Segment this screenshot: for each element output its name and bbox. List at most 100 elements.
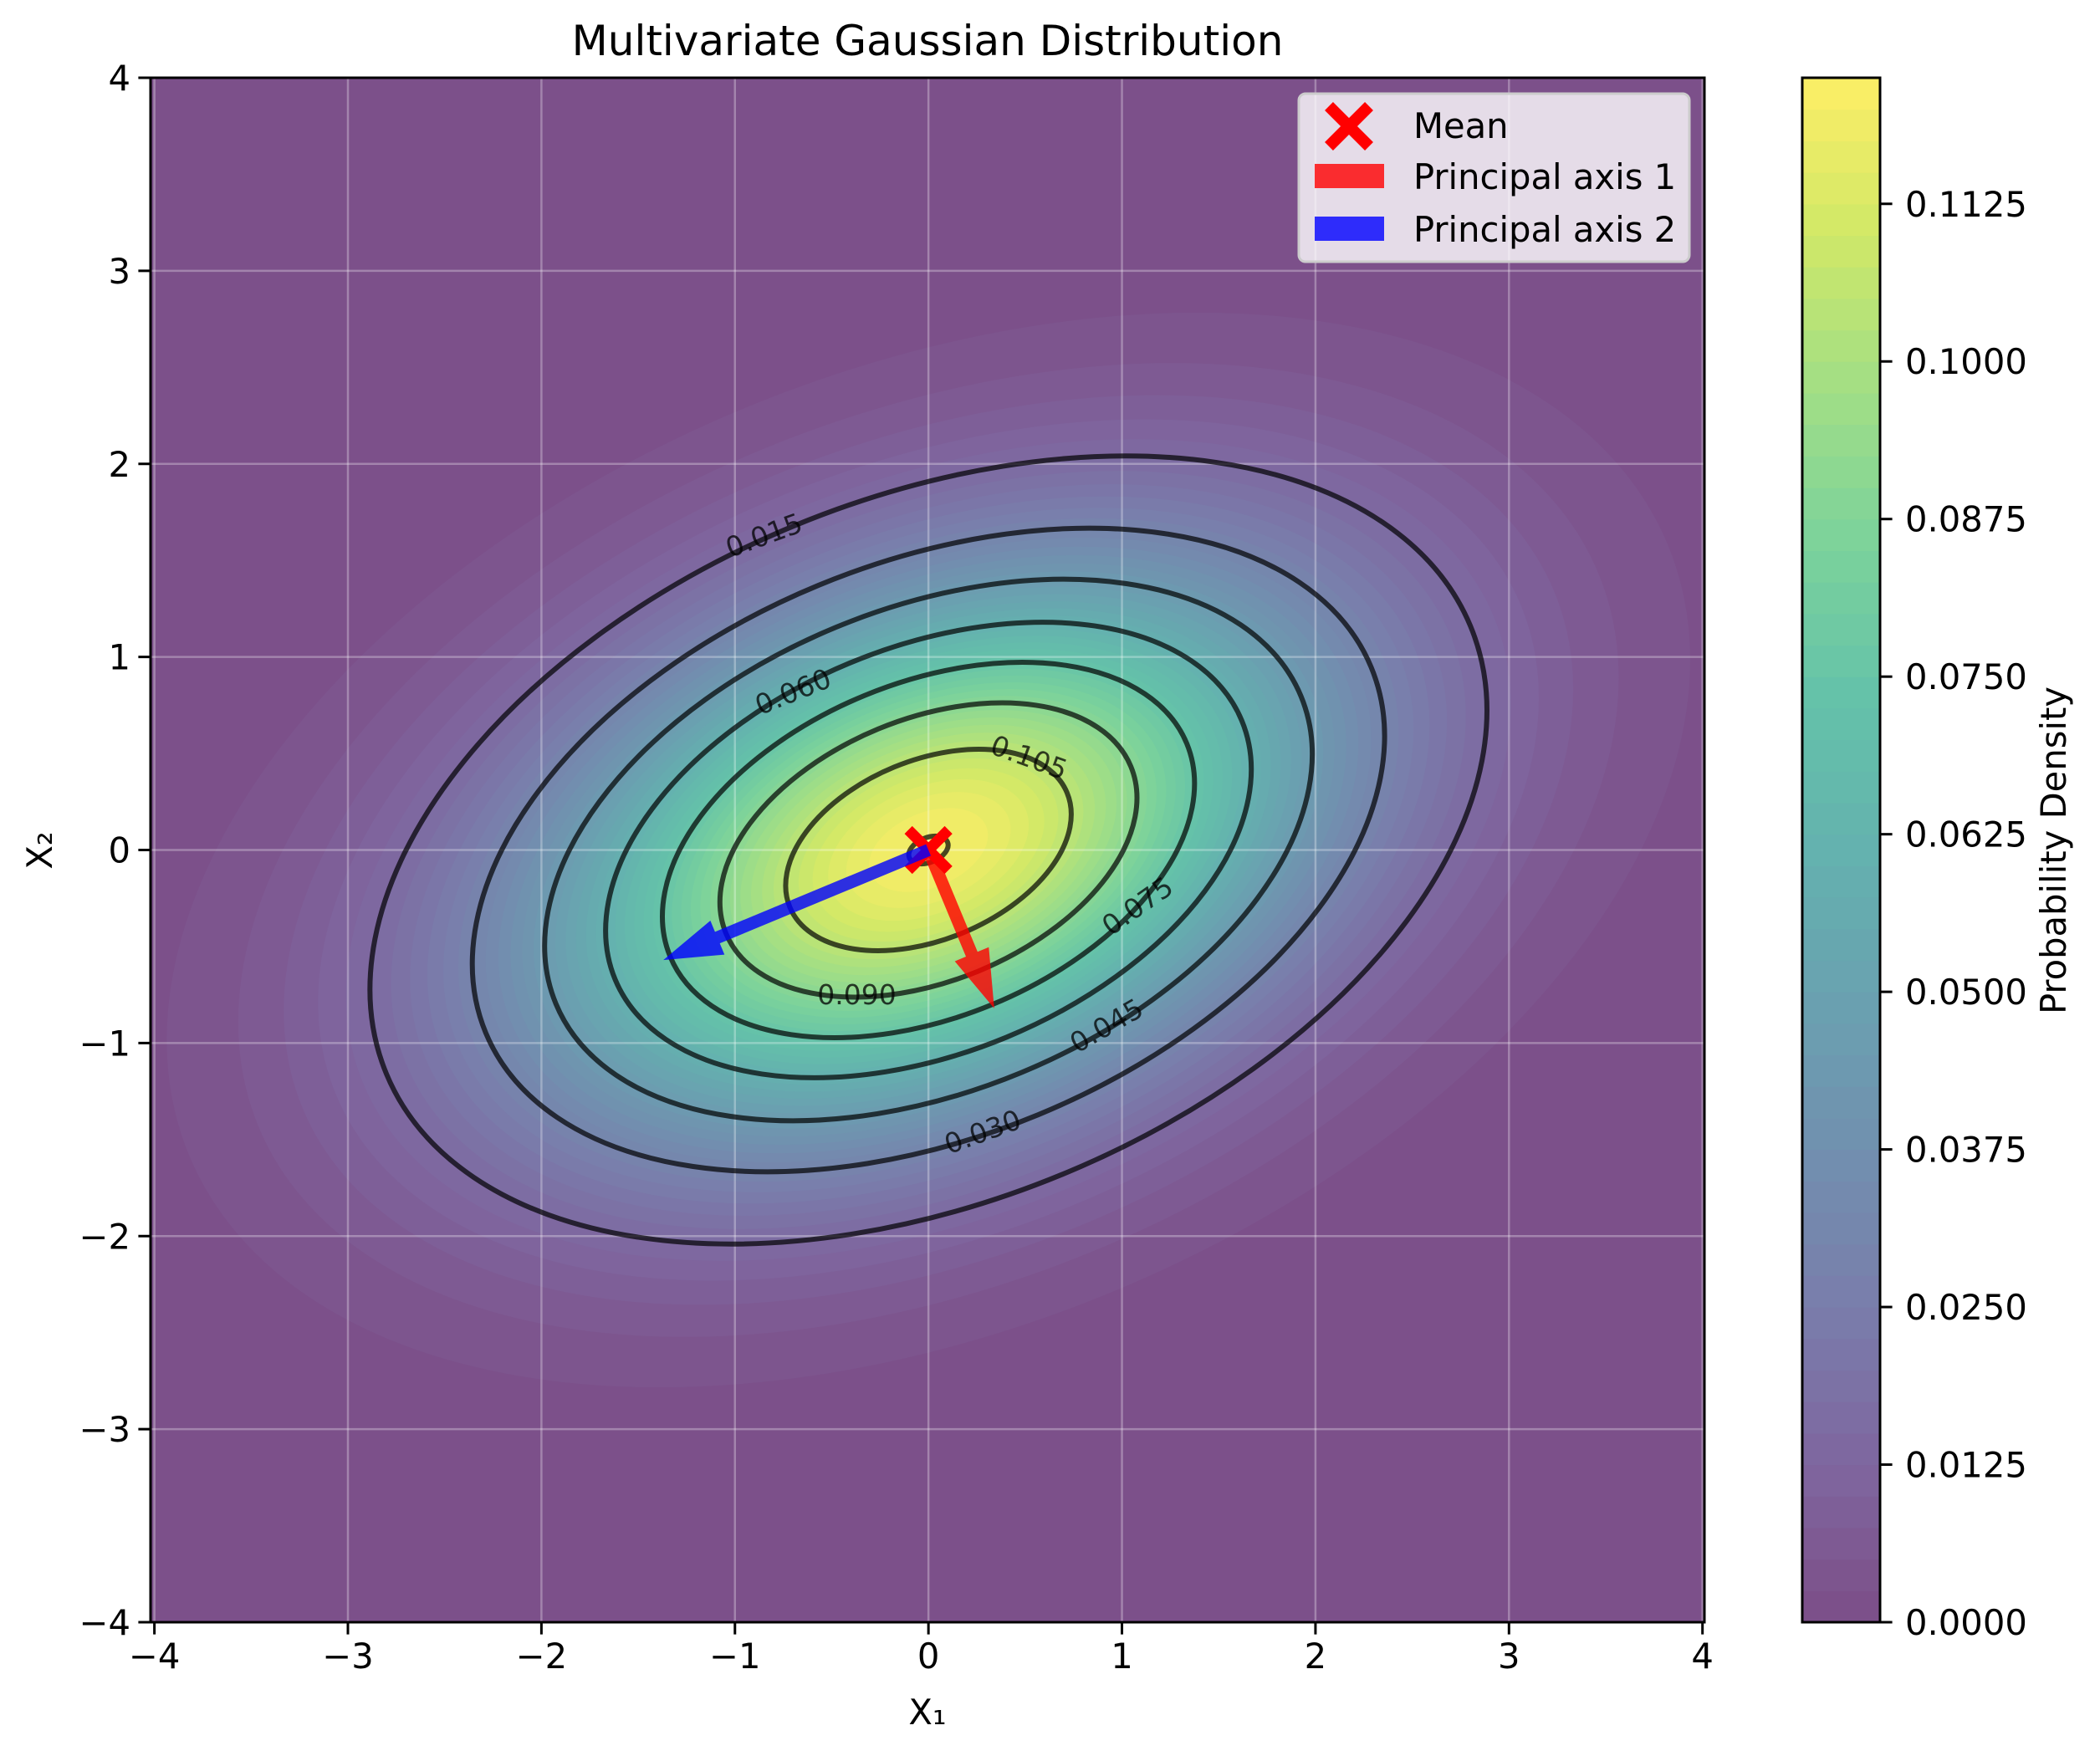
colorbar-band <box>1802 203 1880 237</box>
colorbar-band <box>1802 1338 1880 1371</box>
colorbar-band <box>1802 235 1880 268</box>
legend-label-axis-2: Principal axis 2 <box>1413 209 1676 250</box>
colorbar-band <box>1802 550 1880 583</box>
colorbar-band <box>1802 707 1880 741</box>
colorbar-band <box>1802 1370 1880 1402</box>
colorbar-band <box>1802 582 1880 615</box>
colorbar-band <box>1802 456 1880 488</box>
colorbar-tick-label: 0.0875 <box>1905 499 2027 540</box>
colorbar-band <box>1802 992 1880 1024</box>
colorbar-tick-label: 0.1125 <box>1905 184 2027 225</box>
colorbar-band <box>1802 1117 1880 1151</box>
colorbar-band <box>1802 613 1880 646</box>
contour-line <box>463 473 1393 1227</box>
colorbar-band <box>1802 1590 1880 1623</box>
colorbar-band <box>1802 1527 1880 1560</box>
y-tick-label: 4 <box>108 58 130 99</box>
x-tick-label: −2 <box>516 1636 567 1677</box>
colorbar-band <box>1802 834 1880 866</box>
colorbar-band <box>1802 518 1880 552</box>
x-tick-label: 3 <box>1498 1636 1520 1677</box>
colorbar-band <box>1802 109 1880 141</box>
colorbar-band <box>1802 1054 1880 1087</box>
colorbar-band <box>1802 267 1880 299</box>
y-tick-label: −2 <box>79 1216 130 1257</box>
y-axis-label: X₂ <box>19 831 60 869</box>
colorbar-tick-label: 0.0500 <box>1905 972 2027 1013</box>
colorbar-band <box>1802 1149 1880 1182</box>
x-tick-label: −1 <box>709 1636 760 1677</box>
colorbar-tick-label: 0.0125 <box>1905 1445 2027 1486</box>
colorbar-ticks: 0.0000 0.0125 0.0250 0.0375 0.0500 0.0625 0.07… <box>1880 184 2027 1643</box>
x-tick-label: 0 <box>917 1636 940 1677</box>
legend-patch-axis-1 <box>1315 164 1384 188</box>
contour-line <box>376 402 1480 1298</box>
contour-line <box>252 302 1605 1398</box>
colorbar-band <box>1802 1496 1880 1529</box>
y-tick-label: 0 <box>108 830 130 871</box>
colorbar-band <box>1802 676 1880 709</box>
colorbar-band <box>1802 1401 1880 1434</box>
legend-patch-axis-2 <box>1315 217 1384 241</box>
colorbar-tick-label: 0.0375 <box>1905 1130 2027 1171</box>
x-axis-label: X₁ <box>908 1692 946 1733</box>
colorbar-tick-label: 0.1000 <box>1905 341 2027 382</box>
colorbar-band <box>1802 1559 1880 1591</box>
colorbar-band <box>1802 802 1880 835</box>
x-tick-label: −3 <box>322 1636 373 1677</box>
x-axis-ticks: −4 −3 −2 −1 0 1 2 3 4 <box>129 1622 1714 1677</box>
legend-mean-x-icon <box>1325 102 1373 151</box>
principal-axis-1-arrow <box>922 847 994 1008</box>
x-tick-label: −4 <box>129 1636 180 1677</box>
colorbar-tick-label: 0.0750 <box>1905 656 2027 697</box>
legend-label-mean: Mean <box>1413 105 1509 146</box>
colorbar-label: Probability Density <box>2033 687 2074 1014</box>
colorbar-tick-label: 0.0250 <box>1905 1287 2027 1328</box>
colorbar-band <box>1802 865 1880 898</box>
colorbar-band <box>1802 1243 1880 1276</box>
colorbar-band <box>1802 928 1880 962</box>
principal-axis-2-arrow <box>663 844 932 961</box>
colorbar-band <box>1802 1307 1880 1340</box>
y-axis-ticks: −4 −3 −2 −1 0 1 2 3 4 <box>79 58 151 1643</box>
colorbar-band <box>1802 1086 1880 1119</box>
x-tick-label: 4 <box>1691 1636 1714 1677</box>
colorbar-band <box>1802 487 1880 520</box>
y-tick-label: −1 <box>79 1023 130 1064</box>
x-tick-label: 1 <box>1111 1636 1133 1677</box>
colorbar: 0.0000 0.0125 0.0250 0.0375 0.0500 0.0625 0.07… <box>1801 76 2074 1643</box>
colorbar-bands <box>1802 78 1880 1623</box>
colorbar-band <box>1802 645 1880 677</box>
legend-label-axis-1: Principal axis 1 <box>1413 156 1676 197</box>
colorbar-tick-label: 0.0625 <box>1905 814 2027 855</box>
colorbar-band <box>1802 1023 1880 1056</box>
colorbar-band <box>1802 78 1880 110</box>
colorbar-band <box>1802 424 1880 457</box>
y-tick-label: 1 <box>108 637 130 678</box>
legend: Mean Principal axis 1 Principal axis 2 <box>1297 92 1691 263</box>
colorbar-band <box>1802 1181 1880 1213</box>
colorbar-tick-label: 0.0000 <box>1905 1602 2027 1643</box>
colorbar-band <box>1802 1275 1880 1308</box>
colorbar-band <box>1802 172 1880 205</box>
colorbar-band <box>1802 739 1880 772</box>
colorbar-band <box>1802 392 1880 426</box>
colorbar-frame <box>1801 76 1882 1624</box>
chart-title: Multivariate Gaussian Distribution <box>572 17 1284 65</box>
colorbar-band <box>1802 771 1880 804</box>
colorbar-band <box>1802 1464 1880 1497</box>
y-tick-label: 2 <box>108 444 130 485</box>
colorbar-band <box>1802 140 1880 173</box>
legend-box <box>1297 92 1691 263</box>
colorbar-band <box>1802 298 1880 331</box>
colorbar-band <box>1802 329 1880 362</box>
colorbar-band <box>1802 1432 1880 1466</box>
colorbar-band <box>1802 960 1880 993</box>
colorbar-band <box>1802 897 1880 930</box>
colorbar-band <box>1802 361 1880 394</box>
colorbar-band <box>1802 1212 1880 1245</box>
principal-axes-arrows <box>663 844 994 1008</box>
y-tick-label: 3 <box>108 251 130 292</box>
